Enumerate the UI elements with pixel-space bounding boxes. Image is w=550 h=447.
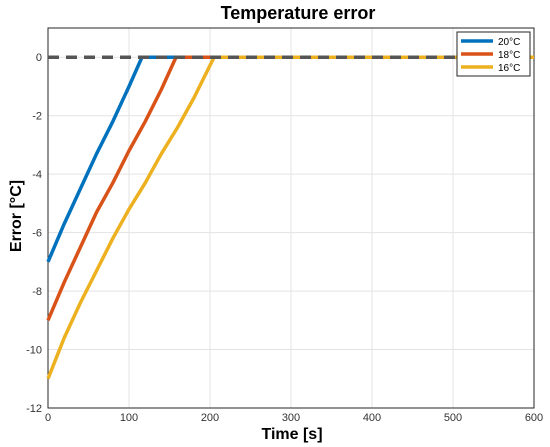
x-tick-label: 100: [120, 412, 138, 424]
y-tick-label: -4: [32, 169, 42, 181]
y-tick-label: -10: [26, 345, 42, 357]
plot-area: [47, 27, 535, 409]
y-tick-label: -6: [32, 228, 42, 240]
x-tick-label: 200: [201, 412, 219, 424]
y-tick-label: -2: [32, 111, 42, 123]
series-line: [46, 55, 534, 321]
y-tick-label: -8: [32, 286, 42, 298]
x-axis-label: Time [s]: [261, 426, 322, 443]
x-tick-label: 400: [363, 412, 381, 424]
grid: [47, 28, 535, 409]
y-tick-label: 0: [36, 52, 42, 64]
chart-title: Temperature error: [221, 3, 376, 23]
x-tick-label: 300: [282, 412, 300, 424]
y-axis-label: Error [°C]: [8, 180, 25, 252]
y-tick-label: -12: [26, 403, 42, 415]
series-line: [46, 55, 534, 380]
series-lines: [46, 55, 534, 380]
axis-ticks: 0 100 200 300 400 500 600 0 -2 -4 -6 -8 -10 -12: [26, 52, 543, 424]
series-line: [46, 55, 534, 263]
legend: 20°C 18°C 16°C: [456, 31, 531, 77]
x-tick-label: 500: [444, 412, 462, 424]
x-tick-label: 600: [525, 412, 543, 424]
legend-label: 20°C: [498, 37, 520, 48]
legend-label: 16°C: [498, 63, 520, 74]
x-tick-label: 0: [45, 412, 51, 424]
legend-label: 18°C: [498, 50, 520, 61]
